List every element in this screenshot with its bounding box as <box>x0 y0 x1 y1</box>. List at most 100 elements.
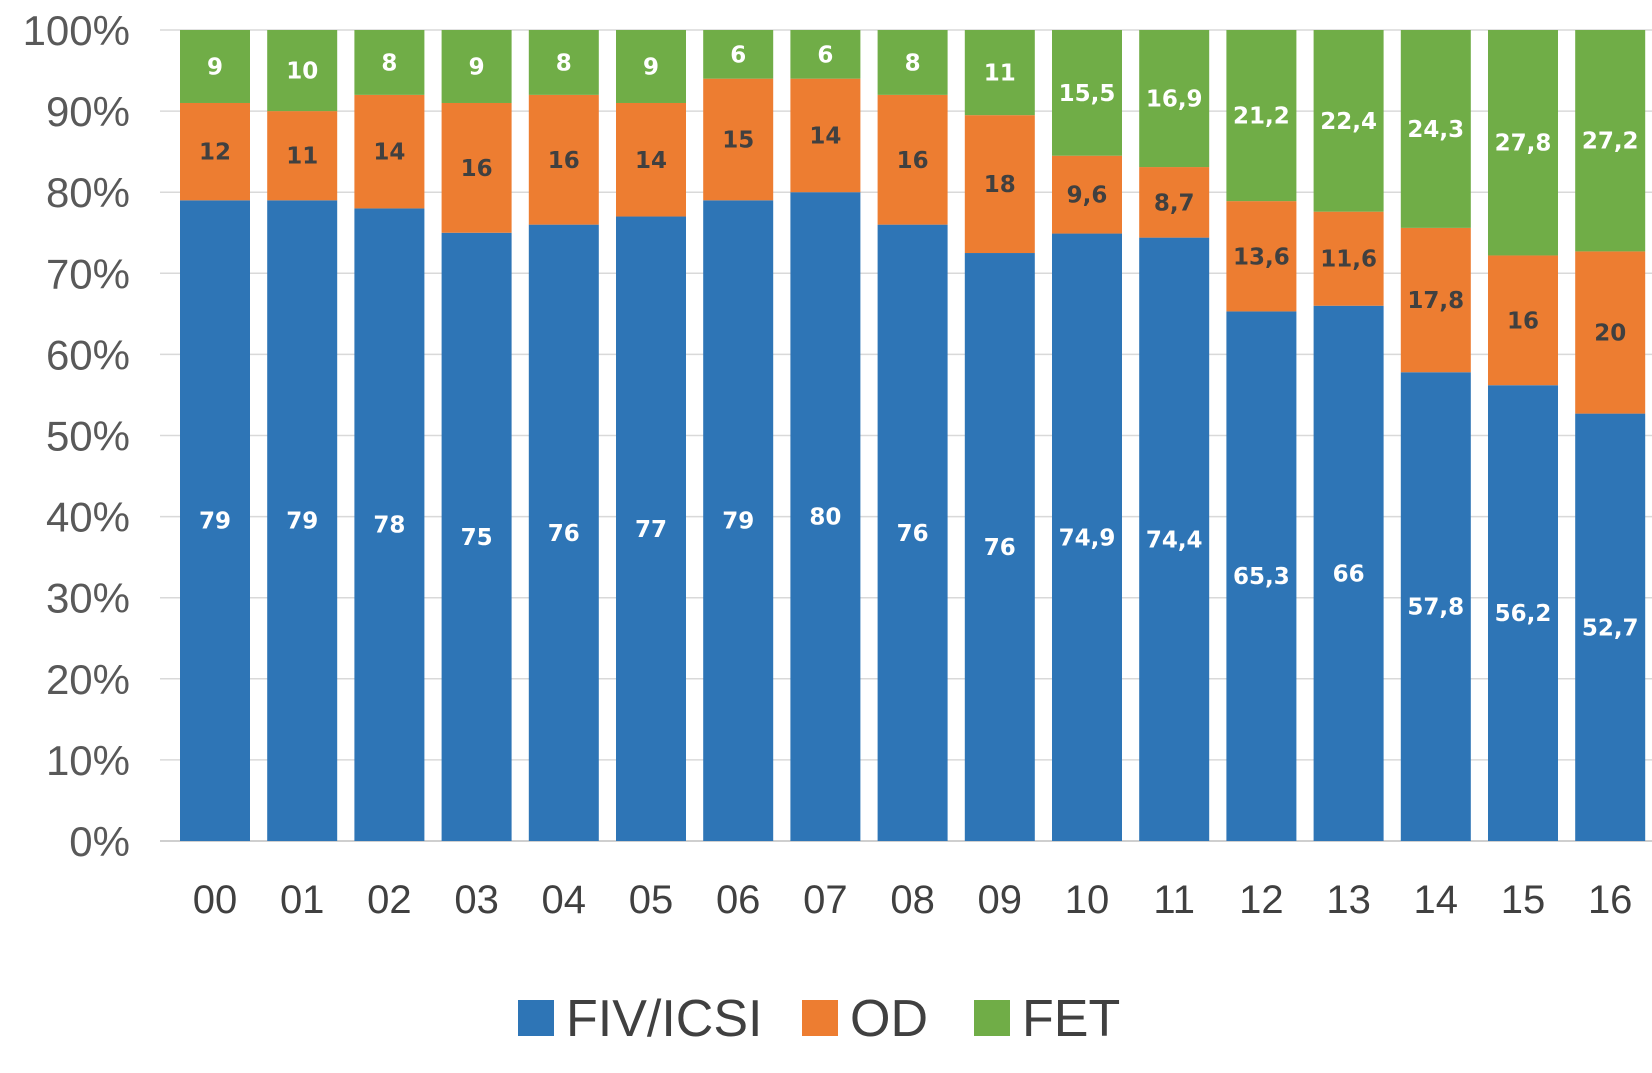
data-label: 76 <box>897 521 929 547</box>
legend: FIV/ICSI OD FET <box>518 990 1120 1048</box>
data-label: 79 <box>722 509 754 535</box>
x-tick-label: 00 <box>193 878 238 922</box>
bar-segment-fet <box>1575 30 1646 252</box>
bar-segment-od <box>616 102 686 217</box>
bar-segment-od <box>1488 255 1558 386</box>
bar-segment-fet <box>790 30 861 79</box>
data-label: 8 <box>905 50 921 76</box>
bar-segment-od <box>790 78 861 193</box>
data-label: 21,2 <box>1233 104 1290 130</box>
data-label: 24,3 <box>1407 117 1464 143</box>
bar-segment-fet <box>877 30 948 95</box>
bar-segment-od <box>441 102 512 233</box>
bar-segment-fiv-icsi <box>964 253 1035 841</box>
data-label: 15,5 <box>1059 81 1116 107</box>
bar-segment-fet <box>703 30 774 79</box>
y-tick-label: 70% <box>46 250 130 297</box>
bar-segment-fiv-icsi <box>1575 413 1646 841</box>
y-tick-label: 50% <box>46 413 130 460</box>
data-label: 76 <box>984 535 1016 561</box>
bar-segment-fet <box>1313 30 1384 212</box>
bar-segment-od <box>1313 211 1384 306</box>
bar-segment-fet <box>354 30 425 95</box>
bar-segment-od <box>703 78 774 201</box>
bar-segment-fet <box>267 30 338 112</box>
data-label: 22,4 <box>1320 109 1377 135</box>
data-label: 80 <box>809 505 841 531</box>
bar-segment-fiv-icsi <box>528 224 599 841</box>
bar-segment-fiv-icsi <box>1400 372 1471 841</box>
bars <box>180 30 1646 842</box>
bar-segment-od <box>354 94 425 209</box>
data-labels: 79 12 9 79 11 10 78 14 8 75 16 9 76 16 8 77 14 9 79 15 6 80 14… <box>199 42 1639 641</box>
bar-segment-fiv-icsi <box>1139 237 1210 842</box>
bar-segment-od <box>1052 155 1122 234</box>
data-label: 10 <box>286 59 318 85</box>
data-label: 8,7 <box>1154 190 1195 216</box>
y-tick-label: 80% <box>46 169 130 216</box>
bar-segment-fet <box>1400 30 1471 228</box>
data-label: 9,6 <box>1067 183 1108 209</box>
bar-segment-fet <box>1226 30 1297 202</box>
legend-swatch <box>802 1000 838 1036</box>
x-tick-label: 04 <box>542 878 587 922</box>
bar-segment-od <box>1575 251 1646 414</box>
data-label: 76 <box>548 521 580 547</box>
data-label: 13,6 <box>1233 244 1290 270</box>
bar-segment-fiv-icsi <box>616 216 686 841</box>
x-tick-label: 11 <box>1153 878 1195 922</box>
bar-segment-fet <box>180 30 250 103</box>
bar-segment-fet <box>1488 30 1558 256</box>
data-label: 75 <box>461 525 493 551</box>
bar-segment-fiv-icsi <box>267 200 338 841</box>
bar-segment-od <box>1400 227 1471 373</box>
bar-segment-fiv-icsi <box>790 192 861 841</box>
data-label: 77 <box>635 517 667 543</box>
bar-segment-od <box>528 94 599 225</box>
y-tick-label: 20% <box>46 656 130 703</box>
legend-label: FET <box>1022 990 1120 1048</box>
data-label: 16 <box>1507 308 1539 334</box>
y-tick-label: 60% <box>46 331 130 378</box>
data-label: 79 <box>199 509 231 535</box>
data-label: 8 <box>381 50 397 76</box>
bar-segment-fiv-icsi <box>877 224 948 841</box>
x-tick-label: 12 <box>1239 878 1284 922</box>
data-label: 57,8 <box>1407 595 1464 621</box>
data-label: 8 <box>556 50 572 76</box>
bar-segment-fet <box>616 30 686 103</box>
data-label: 56,2 <box>1495 601 1552 627</box>
bar-segment-fiv-icsi <box>1488 385 1558 841</box>
data-label: 74,9 <box>1059 525 1116 551</box>
bar-segment-od <box>267 111 338 201</box>
data-label: 15 <box>722 127 754 153</box>
x-tick-label: 13 <box>1326 878 1371 922</box>
data-label: 6 <box>730 42 746 68</box>
bar-segment-od <box>964 115 1035 254</box>
x-tick-label: 16 <box>1588 878 1633 922</box>
y-tick-label: 90% <box>46 88 130 135</box>
x-tick-label: 06 <box>716 878 761 922</box>
data-label: 74,4 <box>1146 527 1203 553</box>
legend-swatch <box>518 1000 554 1036</box>
y-tick-label: 10% <box>46 737 130 784</box>
data-label: 11,6 <box>1320 247 1377 273</box>
data-label: 17,8 <box>1407 288 1464 314</box>
data-label: 79 <box>286 509 318 535</box>
data-label: 66 <box>1333 561 1365 587</box>
data-label: 11 <box>286 144 318 170</box>
data-label: 11 <box>984 61 1016 87</box>
y-tick-label: 40% <box>46 494 130 541</box>
data-label: 16,9 <box>1146 87 1203 113</box>
x-axis-ticks: 00 01 02 03 04 05 06 07 08 09 10 11 12 13 14 15 16 <box>193 878 1633 922</box>
y-tick-label: 0% <box>69 818 130 865</box>
x-tick-label: 07 <box>803 878 848 922</box>
x-tick-label: 08 <box>890 878 935 922</box>
bar-segment-fiv-icsi <box>1313 305 1384 841</box>
data-label: 9 <box>469 54 485 80</box>
x-tick-label: 10 <box>1065 878 1110 922</box>
bar-segment-od <box>180 102 250 201</box>
legend-label: FIV/ICSI <box>566 990 762 1048</box>
